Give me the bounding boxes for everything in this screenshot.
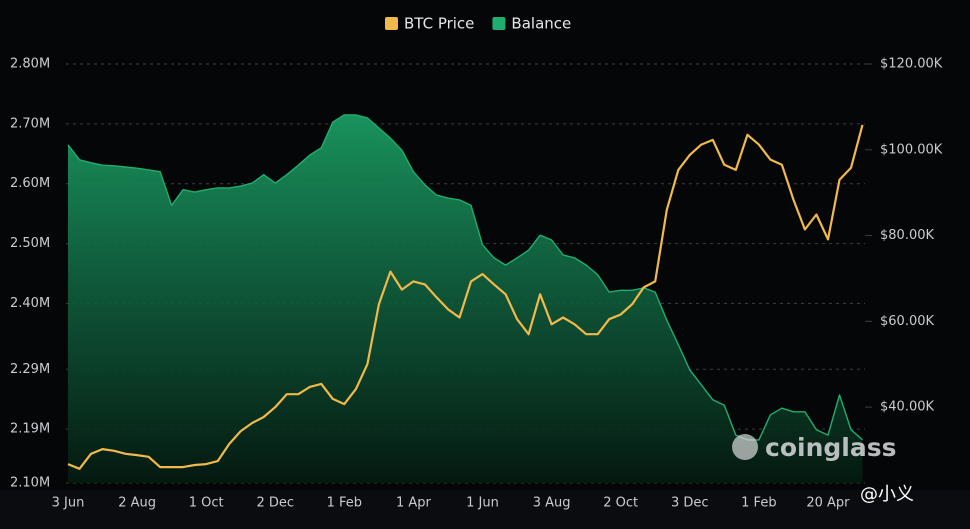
y-tick-label: 2.80M xyxy=(10,57,50,72)
y2-tick-label: $120.00K xyxy=(880,57,943,72)
y2-tick-label: $60.00K xyxy=(880,314,934,329)
y2-tick-label: $40.00K xyxy=(880,400,934,415)
y-tick-label: 2.19M xyxy=(10,422,50,437)
y-tick-label: 2.40M xyxy=(10,296,50,311)
legend-label: BTC Price xyxy=(404,15,474,33)
x-tick-label: 2 Aug xyxy=(118,496,156,511)
watermark-logo xyxy=(732,434,758,460)
watermark: coinglass xyxy=(765,433,896,462)
y-tick-label: 2.60M xyxy=(10,176,50,191)
x-tick-label: 1 Jun xyxy=(466,496,499,511)
legend-swatch xyxy=(492,17,506,30)
series-line xyxy=(67,124,864,470)
x-tick-label: 2 Oct xyxy=(603,496,638,511)
y-tick-label: 2.50M xyxy=(10,236,50,251)
x-tick-label: 1 Feb xyxy=(327,496,362,511)
y-tick-label: 2.29M xyxy=(10,362,50,377)
x-tick-label: 3 Jun xyxy=(52,496,85,511)
credit: @小义 xyxy=(860,484,914,505)
y-tick-label: 2.10M xyxy=(10,476,50,491)
legend-swatch xyxy=(385,17,398,30)
y2-tick-label: $80.00K xyxy=(880,228,934,243)
legend-label: Balance xyxy=(511,15,571,33)
series-line xyxy=(67,114,863,441)
y2-tick-label: $100.00K xyxy=(880,142,943,157)
x-tick-label: 3 Dec xyxy=(671,496,709,511)
x-tick-label: 1 Feb xyxy=(741,496,776,511)
x-tick-label: 1 Oct xyxy=(189,496,224,511)
x-axis-band xyxy=(0,490,970,529)
x-tick-label: 3 Aug xyxy=(533,496,571,511)
x-tick-label: 1 Apr xyxy=(396,496,432,511)
x-tick-label: 2 Dec xyxy=(256,496,294,511)
x-tick-label: 20 Apr xyxy=(806,496,850,511)
y-tick-label: 2.70M xyxy=(10,116,50,131)
